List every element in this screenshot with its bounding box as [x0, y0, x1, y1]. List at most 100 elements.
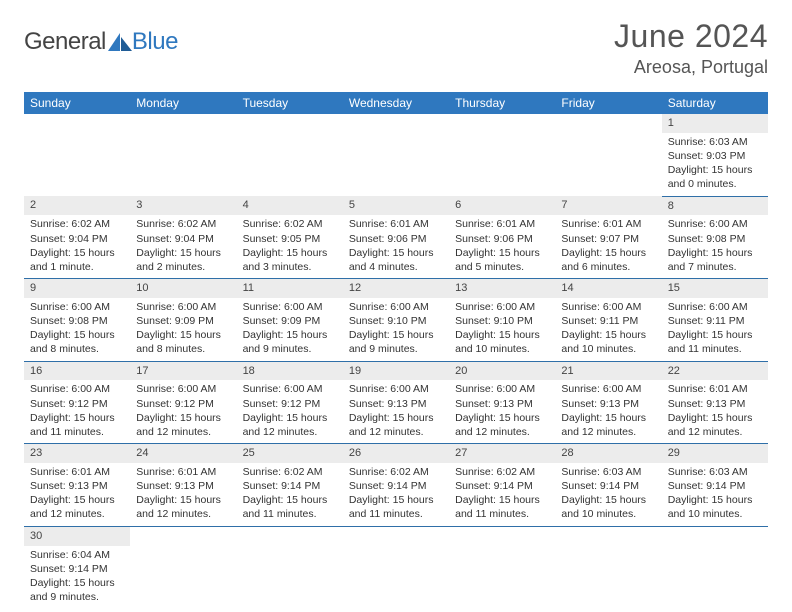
day-details-cell: Sunrise: 6:01 AMSunset: 9:13 PMDaylight:…: [130, 463, 236, 526]
day-number-cell: 1: [662, 114, 768, 133]
day-number-cell: [130, 114, 236, 133]
day-details-cell: [130, 546, 236, 609]
day-number-cell: 14: [555, 279, 661, 298]
day-details-cell: Sunrise: 6:04 AMSunset: 9:14 PMDaylight:…: [24, 546, 130, 609]
day-number-cell: 11: [237, 279, 343, 298]
day-details-cell: [343, 546, 449, 609]
day-number-cell: [449, 114, 555, 133]
day-details-cell: Sunrise: 6:03 AMSunset: 9:14 PMDaylight:…: [555, 463, 661, 526]
day-number-cell: 22: [662, 361, 768, 380]
day-number-cell: 9: [24, 279, 130, 298]
day-details-cell: Sunrise: 6:02 AMSunset: 9:05 PMDaylight:…: [237, 215, 343, 278]
day-details-cell: Sunrise: 6:00 AMSunset: 9:08 PMDaylight:…: [24, 298, 130, 361]
day-details-cell: [130, 133, 236, 196]
day-details-cell: Sunrise: 6:01 AMSunset: 9:06 PMDaylight:…: [343, 215, 449, 278]
day-number-cell: [555, 114, 661, 133]
weekday-header: Wednesday: [343, 92, 449, 114]
day-details-cell: Sunrise: 6:00 AMSunset: 9:10 PMDaylight:…: [449, 298, 555, 361]
day-number-cell: 3: [130, 196, 236, 215]
day-number-cell: 7: [555, 196, 661, 215]
day-number-cell: 21: [555, 361, 661, 380]
day-details-cell: Sunrise: 6:03 AMSunset: 9:14 PMDaylight:…: [662, 463, 768, 526]
day-details-cell: Sunrise: 6:00 AMSunset: 9:10 PMDaylight:…: [343, 298, 449, 361]
day-number-cell: 17: [130, 361, 236, 380]
day-number-cell: [555, 526, 661, 545]
day-number-cell: [237, 526, 343, 545]
day-number-cell: [449, 526, 555, 545]
day-number-cell: 28: [555, 444, 661, 463]
day-number-cell: [237, 114, 343, 133]
day-details-cell: Sunrise: 6:02 AMSunset: 9:04 PMDaylight:…: [24, 215, 130, 278]
day-details-cell: Sunrise: 6:00 AMSunset: 9:12 PMDaylight:…: [237, 380, 343, 443]
day-details-cell: Sunrise: 6:00 AMSunset: 9:13 PMDaylight:…: [449, 380, 555, 443]
day-number-cell: [130, 526, 236, 545]
day-details-cell: [555, 133, 661, 196]
day-details-cell: [237, 133, 343, 196]
weekday-header: Thursday: [449, 92, 555, 114]
day-details-cell: Sunrise: 6:00 AMSunset: 9:12 PMDaylight:…: [130, 380, 236, 443]
day-details-cell: Sunrise: 6:00 AMSunset: 9:12 PMDaylight:…: [24, 380, 130, 443]
day-details-cell: [343, 133, 449, 196]
day-details-cell: Sunrise: 6:02 AMSunset: 9:14 PMDaylight:…: [237, 463, 343, 526]
day-details-cell: Sunrise: 6:01 AMSunset: 9:13 PMDaylight:…: [662, 380, 768, 443]
day-details-cell: Sunrise: 6:03 AMSunset: 9:03 PMDaylight:…: [662, 133, 768, 196]
weekday-header: Friday: [555, 92, 661, 114]
day-details-cell: Sunrise: 6:02 AMSunset: 9:04 PMDaylight:…: [130, 215, 236, 278]
day-number-cell: 27: [449, 444, 555, 463]
day-details-cell: Sunrise: 6:00 AMSunset: 9:09 PMDaylight:…: [237, 298, 343, 361]
day-number-cell: 12: [343, 279, 449, 298]
header: General Blue June 2024 Areosa, Portugal: [24, 18, 768, 78]
logo-sail-icon: [106, 31, 134, 53]
day-details-cell: Sunrise: 6:02 AMSunset: 9:14 PMDaylight:…: [449, 463, 555, 526]
day-details-cell: [24, 133, 130, 196]
day-number-cell: [662, 526, 768, 545]
calendar-table: SundayMondayTuesdayWednesdayThursdayFrid…: [24, 92, 768, 608]
day-number-cell: 10: [130, 279, 236, 298]
day-details-cell: [237, 546, 343, 609]
day-details-cell: Sunrise: 6:00 AMSunset: 9:08 PMDaylight:…: [662, 215, 768, 278]
day-details-cell: Sunrise: 6:01 AMSunset: 9:06 PMDaylight:…: [449, 215, 555, 278]
day-details-cell: [662, 546, 768, 609]
day-number-cell: 13: [449, 279, 555, 298]
day-number-cell: 30: [24, 526, 130, 545]
weekday-header: Saturday: [662, 92, 768, 114]
location: Areosa, Portugal: [614, 57, 768, 78]
day-details-cell: Sunrise: 6:02 AMSunset: 9:14 PMDaylight:…: [343, 463, 449, 526]
day-details-cell: Sunrise: 6:01 AMSunset: 9:13 PMDaylight:…: [24, 463, 130, 526]
day-number-cell: 5: [343, 196, 449, 215]
day-details-cell: Sunrise: 6:00 AMSunset: 9:13 PMDaylight:…: [555, 380, 661, 443]
calendar-header-row: SundayMondayTuesdayWednesdayThursdayFrid…: [24, 92, 768, 114]
logo-text-blue: Blue: [132, 28, 178, 56]
weekday-header: Monday: [130, 92, 236, 114]
day-details-cell: Sunrise: 6:00 AMSunset: 9:11 PMDaylight:…: [662, 298, 768, 361]
day-number-cell: 19: [343, 361, 449, 380]
day-number-cell: 18: [237, 361, 343, 380]
day-number-cell: 25: [237, 444, 343, 463]
day-number-cell: 23: [24, 444, 130, 463]
weekday-header: Tuesday: [237, 92, 343, 114]
logo: General Blue: [24, 28, 178, 56]
day-details-cell: Sunrise: 6:01 AMSunset: 9:07 PMDaylight:…: [555, 215, 661, 278]
day-number-cell: 24: [130, 444, 236, 463]
day-details-cell: [555, 546, 661, 609]
day-number-cell: 8: [662, 196, 768, 215]
logo-text-general: General: [24, 28, 106, 56]
day-number-cell: 29: [662, 444, 768, 463]
day-number-cell: [343, 526, 449, 545]
day-details-cell: Sunrise: 6:00 AMSunset: 9:13 PMDaylight:…: [343, 380, 449, 443]
day-number-cell: [24, 114, 130, 133]
day-number-cell: 20: [449, 361, 555, 380]
weekday-header: Sunday: [24, 92, 130, 114]
day-number-cell: 6: [449, 196, 555, 215]
day-number-cell: 15: [662, 279, 768, 298]
day-number-cell: 4: [237, 196, 343, 215]
month-title: June 2024: [614, 18, 768, 55]
day-number-cell: 16: [24, 361, 130, 380]
day-details-cell: Sunrise: 6:00 AMSunset: 9:11 PMDaylight:…: [555, 298, 661, 361]
day-details-cell: Sunrise: 6:00 AMSunset: 9:09 PMDaylight:…: [130, 298, 236, 361]
day-details-cell: [449, 133, 555, 196]
day-number-cell: 2: [24, 196, 130, 215]
title-block: June 2024 Areosa, Portugal: [614, 18, 768, 78]
day-number-cell: 26: [343, 444, 449, 463]
day-number-cell: [343, 114, 449, 133]
